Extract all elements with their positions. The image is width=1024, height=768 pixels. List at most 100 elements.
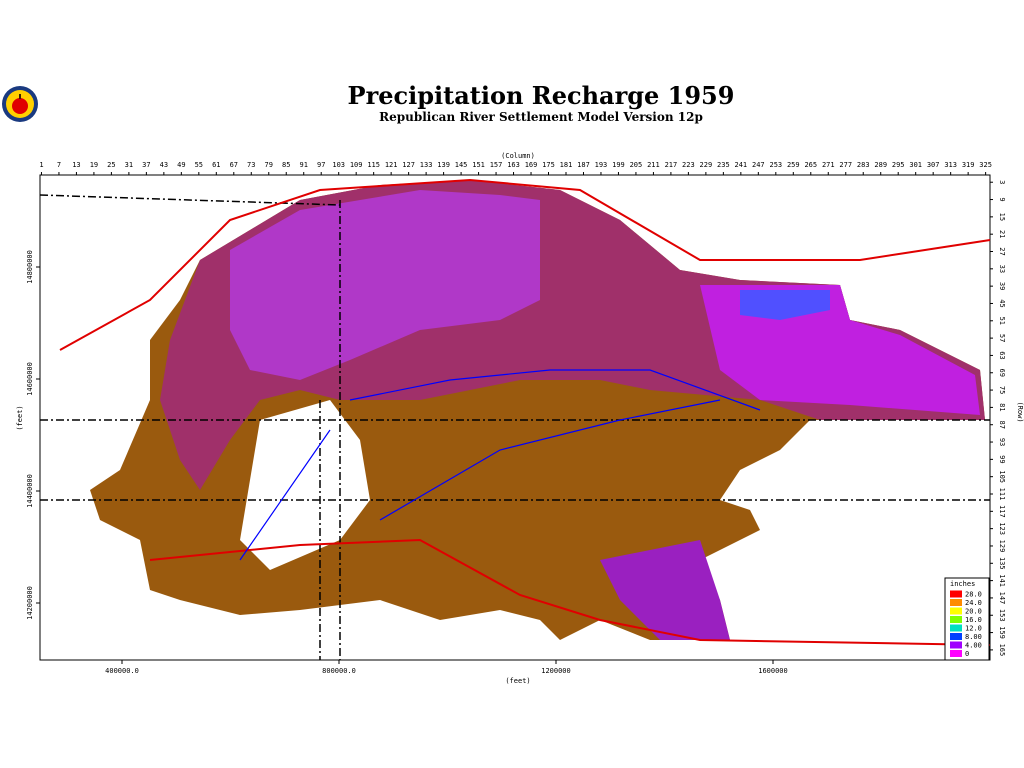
title: Precipitation Recharge 1959	[348, 81, 735, 110]
river-red	[59, 178, 991, 646]
legend-label: 16.0	[965, 616, 982, 624]
row-tick-label: 117	[998, 505, 1006, 518]
column-tick-label: 79	[265, 161, 273, 169]
column-tick-label: 25	[107, 161, 115, 169]
row-tick-label: 135	[998, 557, 1006, 570]
column-tick-label: 55	[195, 161, 203, 169]
column-tick-label: 211	[647, 161, 660, 169]
row-tick-label: 27	[998, 247, 1006, 255]
column-tick-label: 139	[437, 161, 450, 169]
legend-swatch	[950, 624, 962, 632]
x-tick-label: 400000.0	[105, 667, 139, 675]
river-blue	[239, 369, 761, 561]
row-tick-label: 45	[998, 299, 1006, 307]
y-feet-label: (feet)	[16, 405, 24, 430]
column-tick-label: 295	[892, 161, 905, 169]
row-tick-label: 63	[998, 351, 1006, 359]
column-tick-label: 229	[700, 161, 713, 169]
row-tick-label: 9	[998, 197, 1006, 201]
column-tick-label: 313	[944, 161, 957, 169]
region-south	[600, 540, 730, 640]
column-tick-label: 61	[212, 161, 220, 169]
row-tick-label: 75	[998, 386, 1006, 394]
y-tick-label: 14600000	[26, 362, 34, 396]
column-tick-label: 277	[839, 161, 852, 169]
map-area	[39, 174, 991, 661]
legend-swatch	[950, 633, 962, 640]
x-tick-label: 1200000	[541, 667, 571, 675]
row-tick-label: 69	[998, 369, 1006, 377]
region-white	[240, 400, 370, 570]
column-tick-label: 283	[857, 161, 870, 169]
column-tick-label: 193	[595, 161, 608, 169]
column-tick-label: 31	[125, 161, 133, 169]
row-tick-label: 111	[998, 488, 1006, 501]
column-tick-label: 19	[90, 161, 98, 169]
legend-label: 12.0	[965, 625, 982, 633]
column-tick-label: 325	[979, 161, 992, 169]
row-tick-label: 129	[998, 540, 1006, 553]
legend-swatch	[950, 607, 962, 615]
column-tick-label: 103	[332, 161, 345, 169]
x-tick-label: 1600000	[758, 667, 788, 675]
column-tick-label: 67	[230, 161, 238, 169]
column-tick-label: 235	[717, 161, 730, 169]
legend-swatch	[950, 641, 962, 649]
column-tick-label: 223	[682, 161, 695, 169]
row-tick-label: 81	[998, 403, 1006, 411]
column-tick-label: 121	[385, 161, 398, 169]
y-tick-label: 14800000	[26, 250, 34, 284]
row-tick-label: 159	[998, 626, 1006, 639]
column-tick-label: 289	[874, 161, 887, 169]
subtitle: Republican River Settlement Model Versio…	[379, 110, 703, 124]
row-tick-label: 147	[998, 592, 1006, 605]
region-blue	[740, 290, 830, 320]
legend-label: 4.00	[965, 642, 982, 650]
row-tick-label: 87	[998, 420, 1006, 428]
column-tick-label: 181	[560, 161, 573, 169]
column-tick-label: 115	[367, 161, 380, 169]
x-feet-label: (feet)	[505, 677, 530, 685]
legend-swatch	[950, 590, 962, 598]
legend-label: 0	[965, 650, 969, 658]
column-tick-label: 163	[507, 161, 520, 169]
column-tick-label: 259	[787, 161, 800, 169]
row-tick-label: 141	[998, 574, 1006, 587]
row-tick-label: 105	[998, 470, 1006, 483]
legend-label: 8.00	[965, 633, 982, 641]
column-tick-label: 307	[927, 161, 940, 169]
column-tick-label: 127	[402, 161, 415, 169]
column-tick-label: 157	[490, 161, 503, 169]
column-tick-label: 169	[525, 161, 538, 169]
row-label: (Row)	[1016, 401, 1024, 422]
legend-swatch	[950, 599, 962, 606]
column-tick-label: 301	[909, 161, 922, 169]
legend-label: 24.0	[965, 599, 982, 607]
column-tick-label: 109	[350, 161, 363, 169]
column-tick-label: 91	[300, 161, 308, 169]
column-tick-label: 145	[455, 161, 468, 169]
row-tick-label: 153	[998, 609, 1006, 622]
state-line	[39, 194, 990, 660]
column-tick-label: 97	[317, 161, 325, 169]
column-tick-label: 241	[735, 161, 748, 169]
column-tick-label: 85	[282, 161, 290, 169]
logo	[2, 86, 38, 122]
row-tick-label: 99	[998, 455, 1006, 463]
column-tick-label: 13	[72, 161, 80, 169]
row-tick-label: 15	[998, 213, 1006, 221]
column-tick-label: 265	[804, 161, 817, 169]
column-tick-label: 133	[420, 161, 433, 169]
y-tick-label: 14400000	[26, 474, 34, 508]
column-tick-label: 187	[577, 161, 590, 169]
row-tick-label: 21	[998, 230, 1006, 238]
column-tick-label: 247	[752, 161, 765, 169]
legend-swatch	[950, 616, 962, 623]
column-tick-label: 151	[472, 161, 485, 169]
row-tick-label: 51	[998, 317, 1006, 325]
column-tick-label: 7	[57, 161, 61, 169]
region-purple	[230, 190, 540, 380]
row-tick-label: 3	[998, 180, 1006, 184]
column-tick-label: 199	[612, 161, 625, 169]
